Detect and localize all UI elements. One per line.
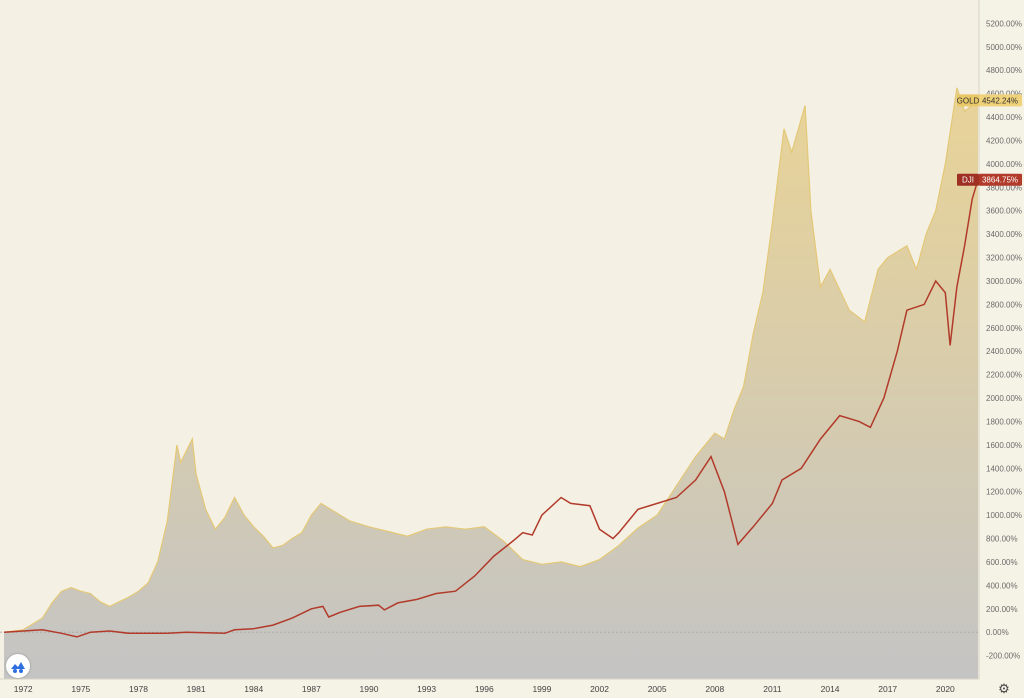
y-tick-label: 4400.00% [986,113,1022,122]
y-tick-label: 1400.00% [986,464,1022,473]
x-tick-label: 2005 [648,684,667,694]
y-tick-label: 2200.00% [986,371,1022,380]
price-axis [979,0,1024,698]
y-tick-label: 4800.00% [986,66,1022,75]
y-tick-label: 3800.00% [986,183,1022,192]
x-tick-label: 2002 [590,684,609,694]
y-tick-label: 800.00% [986,535,1018,544]
y-tick-label: 1000.00% [986,511,1022,520]
y-tick-label: 4200.00% [986,136,1022,145]
y-tick-label: 1200.00% [986,488,1022,497]
time-axis [0,679,1024,698]
y-tick-label: 2600.00% [986,324,1022,333]
x-tick-label: 2020 [936,684,955,694]
y-tick-label: 600.00% [986,558,1018,567]
x-tick-label: 1999 [532,684,551,694]
x-tick-label: 1984 [244,684,263,694]
series-tag-name-bg [957,173,979,186]
y-tick-label: -200.00% [986,652,1020,661]
series-tag-name: GOLD [957,96,980,105]
series-tag-name: DJI [962,176,974,185]
x-tick-label: 1990 [360,684,379,694]
x-tick-label: 1993 [417,684,436,694]
y-tick-label: 4000.00% [986,160,1022,169]
y-tick-label: 1800.00% [986,417,1022,426]
x-tick-label: 1972 [14,684,33,694]
gold-area-edge [3,87,979,633]
x-tick-label: 1975 [71,684,90,694]
x-tick-label: 1987 [302,684,321,694]
y-tick-label: 3400.00% [986,230,1022,239]
y-tick-label: 5000.00% [986,43,1022,52]
y-tick-label: 3600.00% [986,207,1022,216]
tradingview-logo-icon[interactable] [6,654,30,678]
x-tick-label: 2017 [878,684,897,694]
series-tag-name-bg [957,94,979,107]
y-tick-label: 1600.00% [986,441,1022,450]
x-tick-label: 1981 [187,684,206,694]
y-tick-label: 400.00% [986,581,1018,590]
x-tick-label: 2008 [705,684,724,694]
y-tick-label: 200.00% [986,605,1018,614]
series-tag-value-bg [979,173,1022,186]
dji-line [3,179,979,638]
x-tick-label: 2011 [763,684,782,694]
series-tag-value-bg [979,94,1022,107]
series-tag-value: 3864.75% [982,176,1018,185]
y-tick-label: 0.00% [986,628,1009,637]
y-tick-label: 3200.00% [986,254,1022,263]
x-tick-label: 1996 [475,684,494,694]
y-tick-label: 2000.00% [986,394,1022,403]
x-tick-label: 2014 [821,684,840,694]
y-tick-label: 2800.00% [986,300,1022,309]
y-tick-label: 2400.00% [986,347,1022,356]
y-tick-label: 5200.00% [986,19,1022,28]
settings-gear-icon[interactable]: ⚙ [998,681,1010,696]
y-tick-label: 4600.00% [986,90,1022,99]
y-tick-label: 3000.00% [986,277,1022,286]
x-tick-label: 1978 [129,684,148,694]
series-tag-value: 4542.24% [982,96,1018,105]
